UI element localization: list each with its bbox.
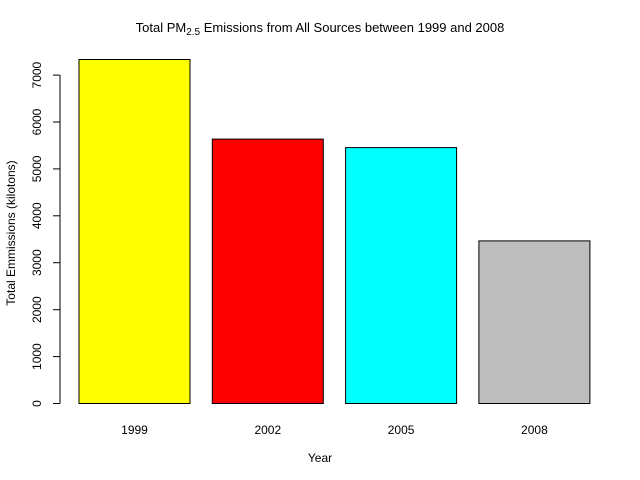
y-tick-label-5000: 5000 bbox=[30, 155, 44, 182]
bar-2002 bbox=[211, 138, 324, 404]
y-axis-label: Total Emmissions (kilotons) bbox=[4, 160, 18, 306]
y-tick-label-7000: 7000 bbox=[30, 61, 44, 88]
bar-2008 bbox=[478, 240, 591, 404]
x-axis-label: Year bbox=[307, 451, 333, 465]
y-tick-label-2000: 2000 bbox=[30, 296, 44, 323]
y-tick-label-0: 0 bbox=[30, 400, 44, 407]
bar-2005 bbox=[345, 147, 458, 404]
x-tick-label-1999: 1999 bbox=[121, 423, 148, 437]
chart-title-main: Total PM bbox=[135, 20, 187, 35]
y-tick-label-4000: 4000 bbox=[30, 202, 44, 229]
y-tick-label-3000: 3000 bbox=[30, 249, 44, 276]
chart-title-subscript: 2.5 bbox=[186, 27, 201, 38]
y-tick-label-1000: 1000 bbox=[30, 343, 44, 370]
bar-1999 bbox=[78, 59, 191, 404]
y-tick-label-6000: 6000 bbox=[30, 108, 44, 135]
chart-title-rest: Emissions from All Sources between 1999 … bbox=[200, 20, 505, 35]
x-tick-label-2002: 2002 bbox=[254, 423, 281, 437]
x-tick-label-2008: 2008 bbox=[521, 423, 548, 437]
x-tick-label-2005: 2005 bbox=[388, 423, 415, 437]
chart-title: Total PM2.5 Emissions from All Sources b… bbox=[0, 20, 640, 38]
